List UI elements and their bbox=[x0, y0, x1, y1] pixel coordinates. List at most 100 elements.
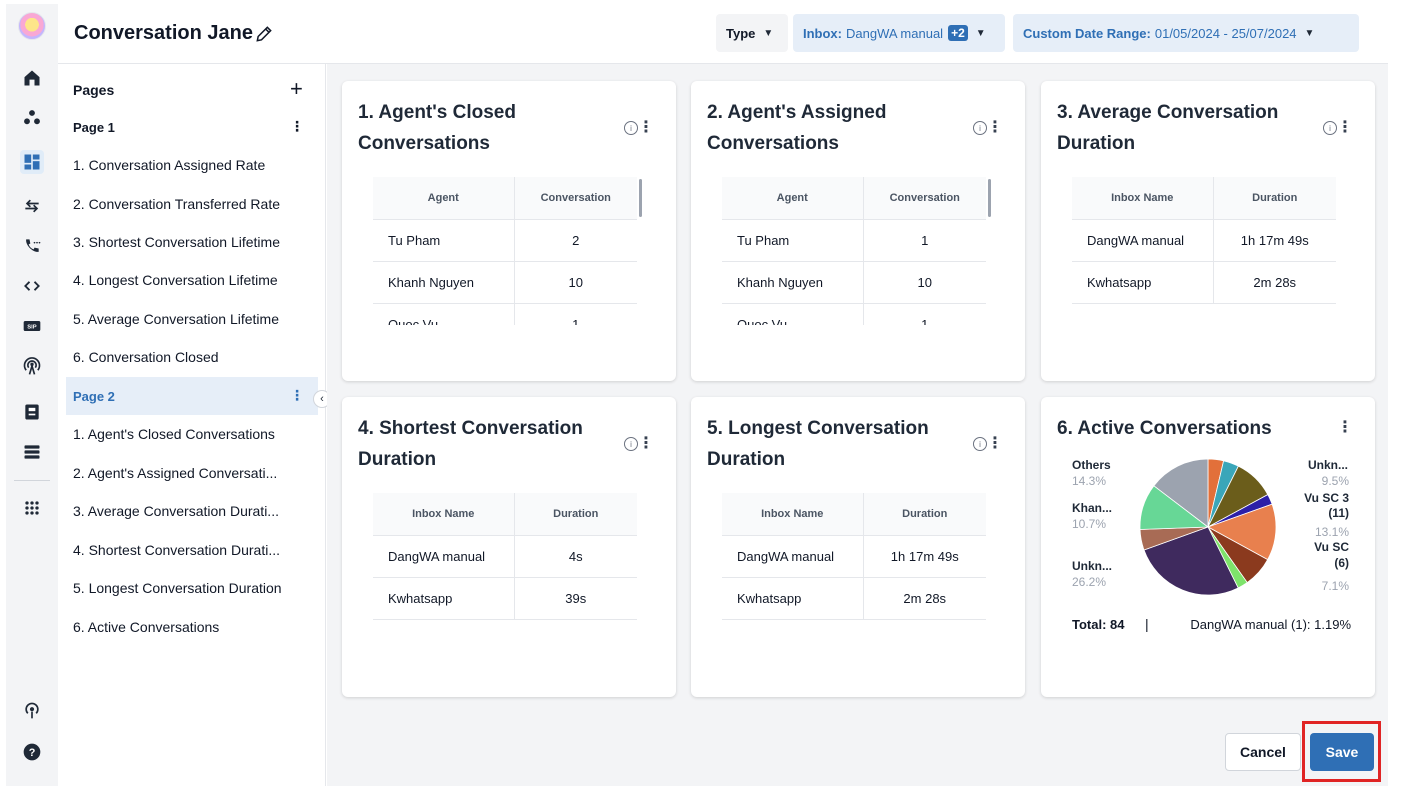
table-cell: 2 bbox=[514, 219, 637, 262]
card-title: 2. Agent's Assigned Conversations bbox=[707, 102, 887, 154]
table-cell: 1 bbox=[863, 219, 986, 262]
phone-icon[interactable] bbox=[20, 234, 44, 258]
transfer-icon[interactable] bbox=[20, 194, 44, 218]
longest-duration-card: 5. Longest Conversation Duration i ⋮ Inb… bbox=[691, 397, 1025, 697]
contact-card-icon[interactable] bbox=[20, 400, 44, 424]
page-item[interactable]: 3. Shortest Conversation Lifetime bbox=[73, 234, 280, 250]
more-options-icon[interactable]: ⋮ bbox=[290, 387, 304, 403]
more-options-icon[interactable]: ⋮ bbox=[638, 119, 654, 136]
apps-group-icon[interactable] bbox=[20, 106, 44, 130]
agent-closed-card: 1. Agent's Closed Conversations i ⋮ Agen… bbox=[342, 81, 676, 381]
podcast-icon[interactable] bbox=[20, 698, 44, 722]
table-cell: Kwhatsapp bbox=[722, 577, 864, 620]
database-icon[interactable] bbox=[20, 440, 44, 464]
table-row: Quoc Vu 1 bbox=[722, 303, 986, 325]
home-icon[interactable] bbox=[20, 66, 44, 90]
column-header: Agent bbox=[722, 177, 864, 220]
table-row: Tu Pham 1 bbox=[722, 219, 986, 262]
page-item[interactable]: 2. Agent's Assigned Conversati... bbox=[73, 465, 278, 481]
pie-label: Khan... bbox=[1072, 501, 1113, 515]
table-cell: 1h 17m 49s bbox=[863, 535, 986, 578]
table-row: DangWA manual 1h 17m 49s bbox=[722, 535, 986, 578]
table-cell: DangWA manual bbox=[1072, 219, 1214, 262]
code-icon[interactable] bbox=[20, 274, 44, 298]
more-options-icon[interactable]: ⋮ bbox=[987, 435, 1003, 452]
pie-label: Others bbox=[1072, 458, 1111, 472]
dashboard-area: 1. Agent's Closed Conversations i ⋮ Agen… bbox=[327, 64, 1388, 786]
sip-icon[interactable]: SIP bbox=[20, 314, 44, 338]
page-item[interactable]: 1. Agent's Closed Conversations bbox=[73, 426, 275, 442]
pie-hover-detail: DangWA manual (1): 1.19% bbox=[1190, 617, 1351, 632]
page-group-2[interactable]: Page 2 ⋮ bbox=[66, 377, 318, 415]
grid-menu-icon[interactable] bbox=[20, 496, 44, 520]
table-cell: Quoc Vu bbox=[373, 303, 515, 325]
table-row: Kwhatsapp 39s bbox=[373, 577, 637, 620]
page-item[interactable]: 3. Average Conversation Durati... bbox=[73, 503, 279, 519]
table-cell: 1h 17m 49s bbox=[1213, 219, 1336, 262]
help-icon[interactable]: ? bbox=[20, 740, 44, 764]
type-filter[interactable]: Type ▼ bbox=[716, 14, 788, 52]
more-options-icon[interactable]: ⋮ bbox=[1337, 119, 1353, 136]
pie-slice[interactable] bbox=[1153, 458, 1209, 528]
broadcast-icon[interactable] bbox=[20, 354, 44, 378]
column-header: Duration bbox=[514, 493, 637, 536]
pie-percent: 7.1% bbox=[1321, 579, 1349, 593]
info-icon[interactable]: i bbox=[1323, 121, 1337, 135]
app-logo[interactable] bbox=[18, 12, 46, 40]
page-item[interactable]: 5. Average Conversation Lifetime bbox=[73, 311, 279, 327]
table-cell: DangWA manual bbox=[373, 535, 515, 578]
table-container[interactable]: Inbox Name Duration DangWA manual 1h 17m 4… bbox=[1072, 177, 1344, 325]
info-icon[interactable]: i bbox=[973, 121, 987, 135]
pie-slice[interactable] bbox=[1207, 503, 1277, 561]
save-button[interactable]: Save bbox=[1310, 733, 1374, 771]
table-cell: DangWA manual bbox=[722, 535, 864, 578]
page-item[interactable]: 6. Active Conversations bbox=[73, 619, 220, 635]
info-icon[interactable]: i bbox=[973, 437, 987, 451]
edit-title-icon[interactable] bbox=[254, 24, 274, 44]
table-cell: Kwhatsapp bbox=[1072, 261, 1214, 304]
inbox-filter[interactable]: Inbox: DangWA manual +2 ▼ bbox=[793, 14, 1005, 52]
page-item[interactable]: 4. Longest Conversation Lifetime bbox=[73, 272, 278, 288]
cancel-button[interactable]: Cancel bbox=[1225, 733, 1301, 771]
pie-chart[interactable] bbox=[1138, 457, 1278, 597]
active-conversations-card: 6. Active Conversations ⋮ Others 14.3% K… bbox=[1041, 397, 1375, 697]
more-options-icon[interactable]: ⋮ bbox=[290, 118, 304, 134]
table-container[interactable]: Agent Conversation Tu Pham 1 Khanh Nguyen 1… bbox=[722, 177, 994, 325]
table-container[interactable]: Inbox Name Duration DangWA manual 1h 17m 4… bbox=[722, 493, 994, 641]
page-group-1[interactable]: Page 1 ⋮ bbox=[66, 108, 318, 146]
more-options-icon[interactable]: ⋮ bbox=[1337, 419, 1353, 436]
table-scrollbar[interactable] bbox=[988, 179, 991, 217]
pie-label: Unkn... bbox=[1072, 559, 1113, 573]
table-cell: Khanh Nguyen bbox=[722, 261, 864, 304]
more-options-icon[interactable]: ⋮ bbox=[987, 119, 1003, 136]
table-container[interactable]: Inbox Name Duration DangWA manual 4s Kwhat… bbox=[373, 493, 645, 641]
page-item[interactable]: 5. Longest Conversation Duration bbox=[73, 580, 282, 596]
page-item[interactable]: 2. Conversation Transferred Rate bbox=[73, 196, 280, 212]
data-table: Inbox Name Duration DangWA manual 1h 17m 4… bbox=[722, 493, 986, 620]
info-icon[interactable]: i bbox=[624, 437, 638, 451]
inbox-extra-count: +2 bbox=[948, 25, 968, 41]
data-table: Inbox Name Duration DangWA manual 4s Kwhat… bbox=[373, 493, 637, 620]
column-header: Inbox Name bbox=[1072, 177, 1214, 220]
column-header: Duration bbox=[1213, 177, 1336, 220]
page-item[interactable]: 1. Conversation Assigned Rate bbox=[73, 157, 266, 173]
column-header: Inbox Name bbox=[373, 493, 515, 536]
add-page-icon[interactable]: + bbox=[290, 76, 303, 101]
pie-slice[interactable] bbox=[1143, 526, 1239, 596]
table-container[interactable]: Agent Conversation Tu Pham 2 Khanh Nguyen 1… bbox=[373, 177, 645, 325]
table-cell: 10 bbox=[514, 261, 637, 304]
table-row: Quoc Vu 1 bbox=[373, 303, 637, 325]
dashboard-icon[interactable] bbox=[20, 150, 44, 174]
pie-label: Unkn... bbox=[1307, 458, 1348, 472]
pie-label: Vu SC (6) bbox=[1314, 540, 1349, 570]
date-range-filter[interactable]: Custom Date Range: 01/05/2024 - 25/07/20… bbox=[1013, 14, 1359, 52]
type-filter-label: Type bbox=[726, 25, 756, 41]
table-cell: Kwhatsapp bbox=[373, 577, 515, 620]
table-scrollbar[interactable] bbox=[639, 179, 642, 217]
column-header: Agent bbox=[373, 177, 515, 220]
page-item[interactable]: 4. Shortest Conversation Durati... bbox=[73, 542, 280, 558]
more-options-icon[interactable]: ⋮ bbox=[638, 435, 654, 452]
page-item[interactable]: 6. Conversation Closed bbox=[73, 349, 219, 365]
info-icon[interactable]: i bbox=[624, 121, 638, 135]
column-header: Conversation bbox=[514, 177, 637, 220]
